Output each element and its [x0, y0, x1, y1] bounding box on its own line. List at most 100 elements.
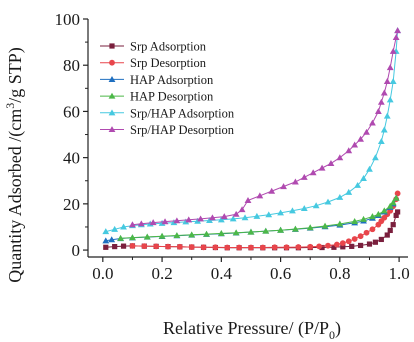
- data-point: [173, 217, 181, 224]
- data-point: [307, 243, 314, 250]
- data-point: [372, 154, 379, 161]
- data-point: [378, 236, 384, 243]
- legend-swatch-marker: [108, 76, 116, 82]
- y-axis-title-tail: /g STP): [5, 47, 26, 103]
- data-point: [380, 89, 388, 96]
- data-point: [336, 220, 344, 227]
- data-point: [360, 175, 367, 181]
- data-point: [340, 244, 346, 250]
- data-point: [351, 218, 359, 224]
- data-point: [366, 241, 373, 247]
- data-point: [309, 169, 317, 176]
- data-point: [380, 207, 388, 214]
- data-point: [200, 244, 207, 251]
- data-point: [283, 244, 290, 251]
- data-point: [363, 128, 370, 135]
- legend: Srp Adsorption Srp Desorption HAP Adsorpti…: [100, 40, 235, 137]
- data-point: [232, 210, 240, 217]
- data-point: [357, 233, 364, 240]
- data-point: [280, 183, 287, 190]
- data-point: [203, 230, 210, 237]
- data-point: [188, 244, 195, 250]
- data-point: [300, 205, 308, 212]
- data-point: [383, 77, 391, 84]
- x-tick-label: 1.0: [388, 264, 409, 283]
- data-point: [289, 207, 296, 214]
- series-4: [102, 27, 402, 235]
- x-axis-title: Relative Pressure/ (P/P0): [163, 318, 341, 342]
- x-axis-title-close: ): [335, 318, 341, 339]
- data-point: [395, 209, 401, 215]
- data-point: [197, 215, 204, 222]
- data-point: [369, 226, 376, 233]
- data-point: [387, 227, 393, 234]
- y-axis-title-main: Quantity Adsorbed /(cm: [5, 109, 26, 283]
- data-point: [360, 215, 367, 222]
- legend-label: Srp/HAP Desorption: [130, 123, 235, 137]
- legend-label: HAP Adsorption: [130, 73, 214, 87]
- data-point: [244, 196, 252, 203]
- data-point: [374, 210, 382, 217]
- data-point: [336, 154, 344, 161]
- data-point: [380, 126, 388, 133]
- data-point: [241, 214, 249, 221]
- data-point: [102, 228, 110, 235]
- data-point: [331, 244, 337, 250]
- data-point: [217, 216, 225, 223]
- data-point: [141, 243, 148, 250]
- data-point: [377, 98, 385, 105]
- data-point: [324, 198, 332, 205]
- data-point: [137, 220, 145, 227]
- data-point: [357, 242, 364, 249]
- data-point: [224, 244, 231, 251]
- data-point: [354, 181, 362, 188]
- data-point: [389, 77, 397, 84]
- data-point: [129, 221, 136, 228]
- data-point: [386, 64, 394, 71]
- data-point: [111, 225, 119, 232]
- data-point: [165, 243, 171, 250]
- data-point: [117, 234, 124, 241]
- legend-swatch-marker: [108, 109, 116, 116]
- x-tick-label: 0.4: [211, 264, 233, 283]
- data-point: [375, 221, 382, 228]
- plot-area: [102, 27, 402, 251]
- data-point: [345, 188, 353, 195]
- data-point: [372, 239, 379, 245]
- data-point: [149, 219, 157, 226]
- data-point: [153, 243, 160, 250]
- data-point: [277, 209, 284, 216]
- data-point: [390, 222, 396, 228]
- data-point: [277, 226, 284, 233]
- axes: 0 20 40 60 80 100 0.0 0.2 0.4 0.6 0.8 1.0: [55, 10, 410, 283]
- data-point: [232, 229, 240, 236]
- data-point: [318, 164, 326, 171]
- data-point: [394, 27, 402, 34]
- data-point: [357, 135, 364, 142]
- data-point: [389, 199, 397, 206]
- data-point: [102, 237, 110, 244]
- data-point: [176, 243, 183, 250]
- data-point: [220, 213, 228, 220]
- data-point: [173, 232, 181, 239]
- data-point: [336, 193, 344, 200]
- data-point: [392, 34, 400, 41]
- data-point: [377, 138, 385, 145]
- x-tick-label: 0.6: [270, 264, 291, 283]
- data-point: [369, 213, 376, 220]
- data-point: [306, 224, 314, 231]
- legend-entry-0: Srp Adsorption: [100, 40, 207, 54]
- legend-entry-5: Srp/HAP Desorption: [100, 123, 235, 137]
- legend-entry-1: Srp Desorption: [100, 56, 207, 70]
- data-point: [345, 147, 353, 154]
- data-point: [262, 227, 270, 234]
- data-point: [295, 244, 302, 250]
- data-point: [212, 244, 219, 251]
- data-point: [182, 218, 190, 225]
- data-point: [345, 238, 352, 245]
- y-tick-label: 100: [55, 10, 81, 29]
- series-5: [129, 27, 402, 228]
- legend-swatch-marker: [109, 43, 115, 49]
- data-point: [143, 233, 151, 240]
